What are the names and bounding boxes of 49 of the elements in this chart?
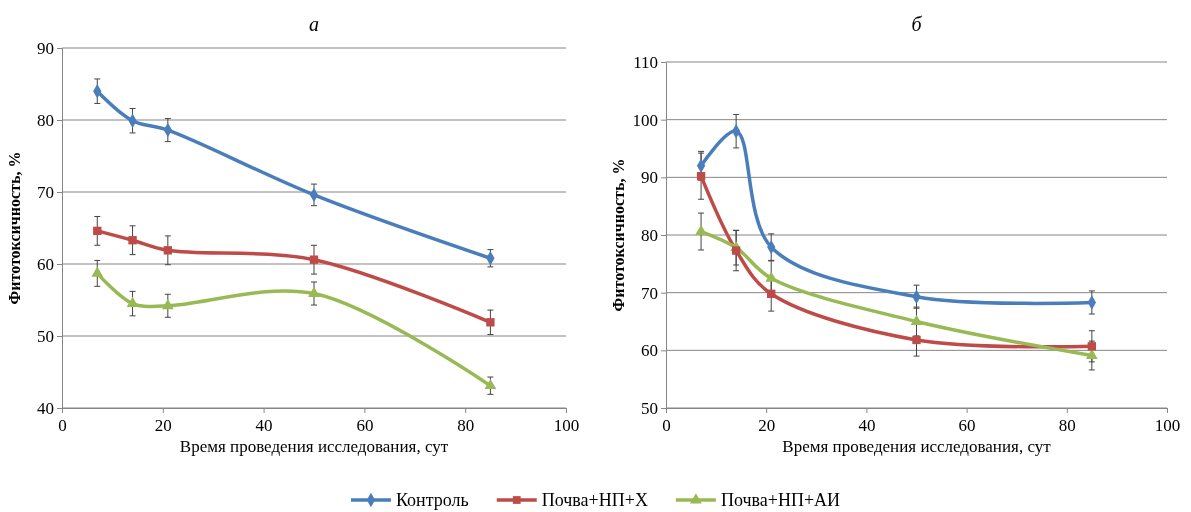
x-tick-label: 100	[1154, 416, 1181, 436]
point	[486, 318, 495, 327]
point	[731, 246, 741, 255]
y-tick-label: 110	[633, 52, 658, 72]
y-tick-label: 60	[37, 254, 54, 274]
legend-label: Почва+НП+АИ	[720, 490, 841, 510]
y-tick-label: 80	[37, 110, 54, 130]
point	[309, 255, 319, 264]
point	[910, 314, 923, 325]
x-tick-label: 40	[255, 416, 273, 436]
y-tick-label: 80	[641, 225, 658, 245]
x-tick-label: 80	[457, 416, 475, 436]
point	[912, 335, 921, 345]
y-tick-label: 70	[641, 283, 658, 303]
point	[696, 172, 706, 181]
y-tick-label: 90	[37, 38, 54, 58]
x-tick-label: 0	[662, 416, 671, 436]
point	[93, 226, 102, 236]
chart-title: б	[911, 13, 923, 35]
x-tick-label: 60	[356, 416, 374, 436]
point	[161, 298, 174, 310]
y-tick-label: 70	[37, 182, 54, 202]
legend-label: Почва+НП+Х	[541, 490, 648, 510]
y-axis-title: Фитотоксичность, %	[6, 151, 23, 305]
point	[1087, 342, 1097, 351]
y-tick-label: 60	[641, 341, 658, 361]
x-tick-label: 100	[553, 416, 580, 436]
point	[308, 286, 320, 297]
x-tick-label: 20	[758, 416, 776, 436]
point	[163, 246, 173, 255]
point	[767, 289, 776, 298]
x-tick-label: 60	[958, 416, 976, 436]
y-tick-label: 50	[641, 398, 658, 418]
x-tick-label: 0	[58, 416, 67, 436]
legend-label: Контроль	[395, 490, 469, 510]
x-tick-label: 40	[858, 416, 876, 436]
point	[128, 236, 137, 245]
y-tick-label: 50	[37, 326, 54, 346]
x-axis-title: Время проведения исследования, сут	[179, 437, 449, 456]
y-axis-title: Фитотоксичность, %	[610, 158, 627, 312]
point	[484, 378, 497, 390]
chart-title: а	[309, 13, 319, 35]
point	[91, 266, 104, 277]
x-tick-label: 80	[1058, 416, 1076, 436]
y-tick-label: 90	[641, 168, 658, 188]
x-tick-label: 20	[154, 416, 172, 436]
x-axis-title: Время проведения исследования, сут	[782, 437, 1052, 456]
y-tick-label: 40	[37, 398, 54, 418]
y-tick-label: 100	[632, 110, 658, 130]
